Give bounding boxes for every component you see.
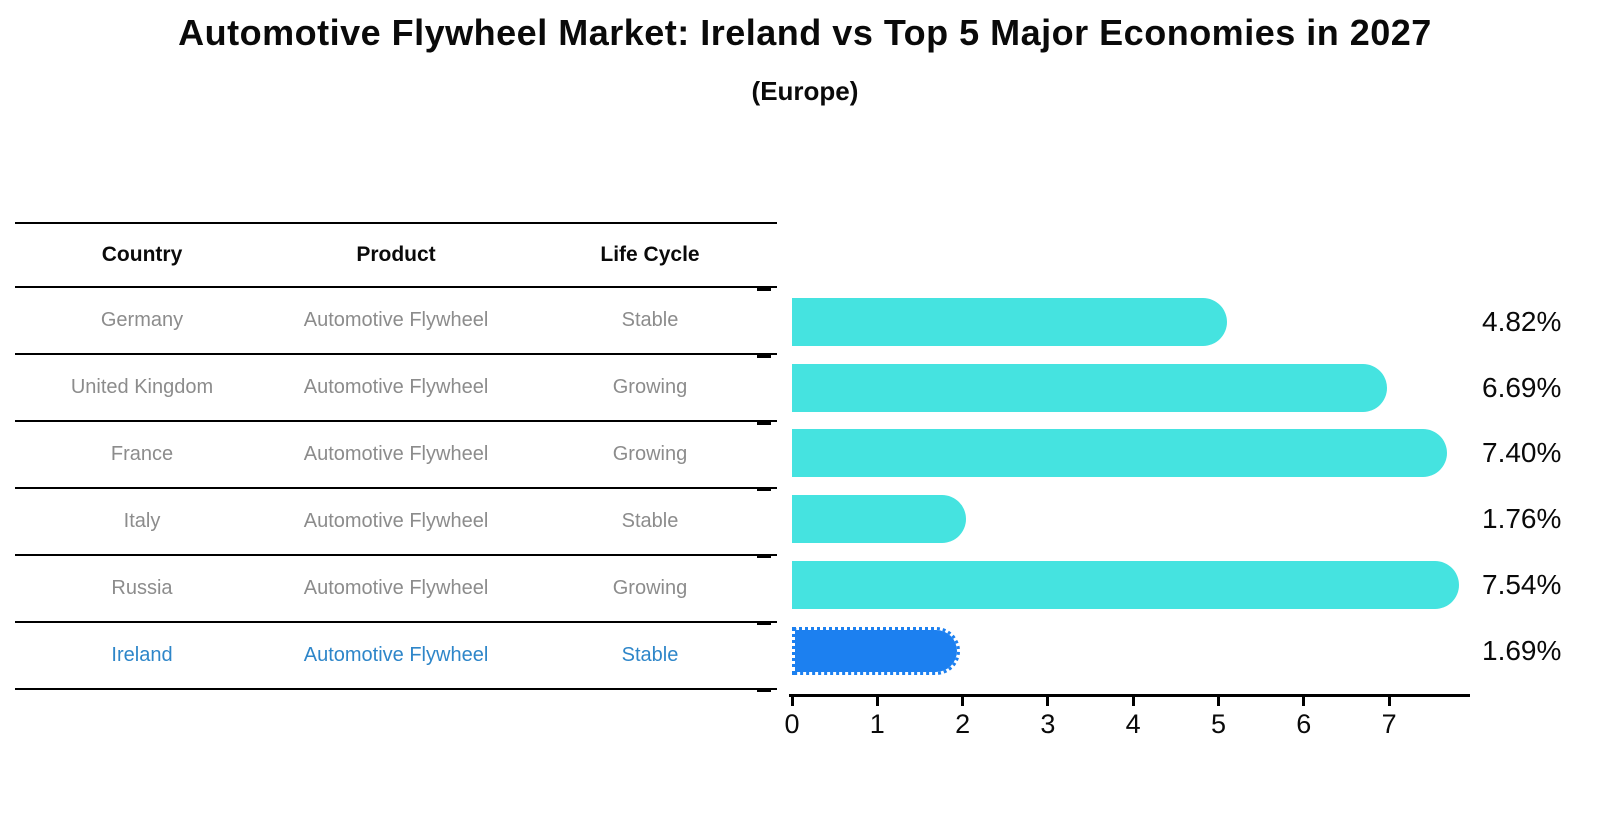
y-tick xyxy=(757,421,771,425)
bar-row: 1.76% xyxy=(792,495,1561,544)
bar-value-label: 7.54% xyxy=(1482,568,1562,600)
y-tick xyxy=(757,488,771,492)
x-tick xyxy=(1302,697,1306,706)
y-ticks xyxy=(757,0,771,823)
x-axis-line xyxy=(789,694,1470,697)
table-row: France Automotive Flywheel Growing xyxy=(15,422,777,489)
cell-product: Automotive Flywheel xyxy=(303,577,489,599)
bar-value-label: 1.76% xyxy=(1482,503,1562,535)
cell-country: Italy xyxy=(123,510,161,532)
cell-life-cycle: Growing xyxy=(612,443,688,465)
header-country: Country xyxy=(101,243,183,266)
y-tick xyxy=(757,622,771,625)
y-tick xyxy=(757,555,771,559)
cell-life-cycle: Stable xyxy=(621,510,679,532)
bar-united-kingdom xyxy=(792,363,1387,412)
cell-product: Automotive Flywheel xyxy=(303,443,489,465)
x-tick-label: 6 xyxy=(1296,709,1312,739)
chart-title: Automotive Flywheel Market: Ireland vs T… xyxy=(178,12,1432,53)
cell-life-cycle: Growing xyxy=(612,577,688,599)
cell-life-cycle: Growing xyxy=(612,376,688,398)
cell-life-cycle: Stable xyxy=(621,309,679,331)
table-header-row: Country Product Life Cycle xyxy=(15,222,777,288)
cell-life-cycle: Stable xyxy=(621,644,679,666)
x-tick xyxy=(875,697,879,706)
bar-row: 6.69% xyxy=(792,363,1561,412)
x-tick xyxy=(1217,697,1220,706)
header-product: Product xyxy=(356,243,436,266)
table-row: United Kingdom Automotive Flywheel Growi… xyxy=(15,355,777,422)
x-tick-label: 2 xyxy=(955,709,971,739)
table-row: Germany Automotive Flywheel Stable xyxy=(15,288,777,355)
x-tick xyxy=(1387,697,1391,706)
bar-france xyxy=(792,429,1448,478)
bar-row: 4.82% xyxy=(792,298,1561,346)
cell-product: Automotive Flywheel xyxy=(303,309,489,331)
y-tick xyxy=(757,688,771,692)
cell-product: Automotive Flywheel xyxy=(303,644,489,666)
bar-value-label: 1.69% xyxy=(1482,634,1562,666)
y-tick xyxy=(757,288,771,291)
data-table: Country Product Life Cycle Germany Autom… xyxy=(15,222,777,690)
x-tick xyxy=(1131,697,1135,706)
x-tick-label: 0 xyxy=(784,709,800,739)
x-tick xyxy=(790,697,794,706)
bar-value-label: 7.40% xyxy=(1482,437,1562,469)
bar-germany xyxy=(792,298,1228,346)
table-row: Russia Automotive Flywheel Growing xyxy=(15,556,777,623)
bar-italy xyxy=(792,495,967,544)
cell-country: Germany xyxy=(100,309,184,331)
cell-country: Russia xyxy=(111,577,173,599)
chart-subtitle: (Europe) xyxy=(751,76,859,106)
x-tick xyxy=(1046,697,1050,706)
cell-country: United Kingdom xyxy=(70,376,214,398)
cell-product: Automotive Flywheel xyxy=(303,376,489,398)
x-tick-label: 7 xyxy=(1381,709,1397,739)
bar-ireland xyxy=(792,626,961,675)
x-tick-label: 4 xyxy=(1125,709,1141,739)
bar-value-label: 4.82% xyxy=(1482,306,1562,337)
x-tick xyxy=(961,697,965,706)
bar-chart: 4.82% 6.69% 7.40% 1.76% 7.54% 1.69% xyxy=(792,289,1561,695)
bar-row: 7.40% xyxy=(792,429,1561,478)
bar-row: 1.69% xyxy=(792,626,1561,675)
bar-row: 7.54% xyxy=(792,560,1561,609)
table-row: Ireland Automotive Flywheel Stable xyxy=(15,623,777,690)
cell-product: Automotive Flywheel xyxy=(303,510,489,532)
y-tick xyxy=(757,354,771,358)
x-axis: 0 1 2 3 4 5 6 7 xyxy=(784,694,1470,750)
x-tick-label: 5 xyxy=(1210,709,1227,739)
table-row: Italy Automotive Flywheel Stable xyxy=(15,489,777,556)
cell-country: France xyxy=(110,443,174,465)
bar-value-label: 6.69% xyxy=(1482,371,1562,403)
x-tick-label: 3 xyxy=(1040,709,1056,739)
header-life-cycle: Life Cycle xyxy=(600,243,700,266)
x-tick-label: 1 xyxy=(869,709,885,739)
cell-country: Ireland xyxy=(111,644,173,666)
bar-russia xyxy=(792,560,1460,609)
